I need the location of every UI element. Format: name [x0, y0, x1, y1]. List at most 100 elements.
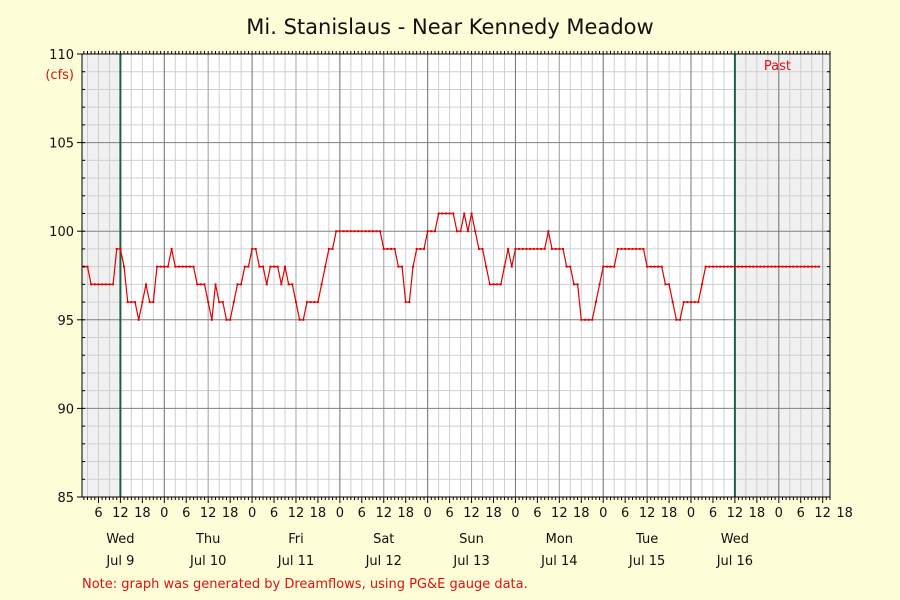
data-point — [419, 247, 422, 250]
data-point — [470, 212, 473, 215]
data-point — [503, 265, 506, 268]
data-point — [221, 301, 224, 304]
data-point — [602, 265, 605, 268]
data-point — [572, 283, 575, 286]
data-point — [357, 230, 360, 233]
plot-area — [82, 54, 830, 497]
data-point — [218, 301, 221, 304]
y-tick-label: 95 — [57, 314, 74, 329]
data-point — [554, 247, 557, 250]
data-point — [433, 230, 436, 233]
data-point — [240, 283, 243, 286]
x-tick-label: 18 — [485, 506, 502, 521]
series-line — [83, 212, 820, 321]
data-point — [759, 265, 762, 268]
data-point — [408, 301, 411, 304]
data-point — [755, 265, 758, 268]
data-point — [726, 265, 729, 268]
data-point — [302, 318, 305, 321]
data-point — [313, 301, 316, 304]
data-point — [273, 265, 276, 268]
data-point — [375, 230, 378, 233]
data-point — [437, 212, 440, 215]
data-point — [697, 301, 700, 304]
data-point — [177, 265, 180, 268]
x-tick-label: 18 — [836, 506, 853, 521]
data-point — [346, 230, 349, 233]
day-label: Sun — [459, 532, 484, 547]
y-tick-label: 110 — [49, 48, 74, 63]
data-point — [371, 230, 374, 233]
data-point — [316, 301, 319, 304]
chart-title: Mi. Stanislaus - Near Kennedy Meadow — [246, 15, 653, 39]
x-tick-label: 0 — [775, 506, 783, 521]
data-point — [744, 265, 747, 268]
data-point — [386, 247, 389, 250]
data-point — [576, 283, 579, 286]
data-point — [441, 212, 444, 215]
data-point — [459, 230, 462, 233]
data-point — [97, 283, 100, 286]
data-point — [653, 265, 656, 268]
data-point — [93, 283, 96, 286]
day-label: Thu — [195, 532, 220, 547]
x-tick-label: 18 — [310, 506, 327, 521]
data-point — [730, 265, 733, 268]
x-tick-label: 18 — [661, 506, 678, 521]
data-point — [163, 265, 166, 268]
data-point — [444, 212, 447, 215]
date-label: Jul 14 — [540, 554, 577, 569]
data-point — [686, 301, 689, 304]
data-point — [210, 318, 213, 321]
data-point — [657, 265, 660, 268]
data-point — [448, 212, 451, 215]
data-point — [455, 230, 458, 233]
x-tick-label: 0 — [248, 506, 256, 521]
data-point — [232, 301, 235, 304]
data-point — [664, 283, 667, 286]
x-tick-label: 12 — [463, 506, 480, 521]
plot-frame — [81, 53, 831, 498]
series-group — [82, 212, 821, 321]
data-point — [792, 265, 795, 268]
y-tick-label: 90 — [57, 402, 74, 417]
data-point — [485, 265, 488, 268]
y-tick-label: 105 — [49, 137, 74, 152]
data-point — [236, 283, 239, 286]
x-tick-label: 6 — [358, 506, 366, 521]
data-point — [690, 301, 693, 304]
x-tick-label: 12 — [639, 506, 656, 521]
data-point — [631, 247, 634, 250]
x-tick-label: 6 — [709, 506, 717, 521]
data-point — [810, 265, 813, 268]
data-point — [335, 230, 338, 233]
data-point — [788, 265, 791, 268]
x-tick-label: 12 — [727, 506, 744, 521]
data-point — [561, 247, 564, 250]
data-point — [803, 265, 806, 268]
date-label: Jul 10 — [189, 554, 226, 569]
data-point — [258, 265, 261, 268]
data-point — [452, 212, 455, 215]
note-text: Note: graph was generated by Dreamflows,… — [82, 577, 528, 592]
data-point — [287, 283, 290, 286]
data-point — [635, 247, 638, 250]
data-point — [214, 283, 217, 286]
x-tick-label: 12 — [551, 506, 568, 521]
data-point — [543, 247, 546, 250]
data-point — [551, 247, 554, 250]
date-label: Jul 13 — [452, 554, 489, 569]
day-label: Fri — [288, 532, 304, 547]
data-point — [104, 283, 107, 286]
x-tick-label: 0 — [336, 506, 344, 521]
data-point — [547, 230, 550, 233]
day-label: Wed — [721, 532, 749, 547]
x-tick-label: 18 — [134, 506, 151, 521]
data-point — [338, 230, 341, 233]
data-point — [269, 265, 272, 268]
data-point — [382, 247, 385, 250]
data-point — [488, 283, 491, 286]
data-point — [126, 301, 129, 304]
y-tick-label: 100 — [49, 225, 74, 240]
data-point — [785, 265, 788, 268]
